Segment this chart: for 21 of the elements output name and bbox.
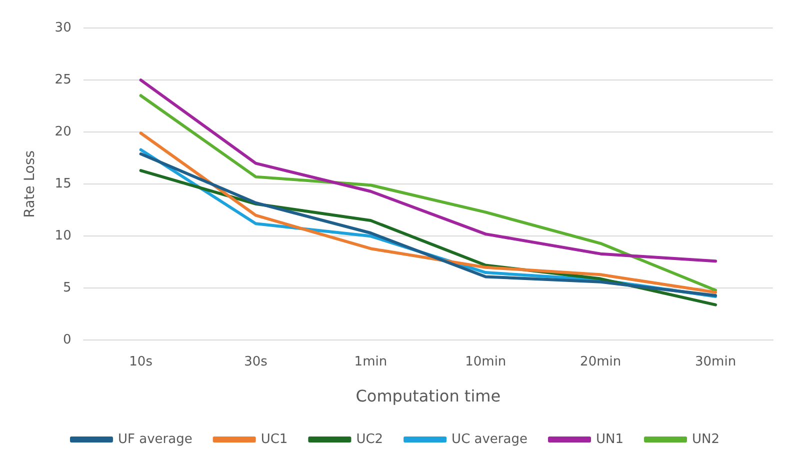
y-tick-label: 25 <box>54 72 72 88</box>
x-tick-label: 30s <box>244 354 268 370</box>
legend-label: UC1 <box>260 432 288 447</box>
y-tick-label: 5 <box>63 280 72 296</box>
y-tick-label: 0 <box>63 332 72 348</box>
legend-label: UN2 <box>692 432 720 447</box>
legend-label: UN1 <box>596 432 624 447</box>
y-axis-title: Rate Loss <box>22 150 38 218</box>
x-tick-label: 10s <box>129 354 153 370</box>
y-tick-label: 10 <box>54 228 72 244</box>
y-tick-label: 15 <box>54 176 72 192</box>
x-axis-title: Computation time <box>356 386 501 406</box>
x-tick-label: 30min <box>694 354 736 370</box>
legend-label: UC average <box>452 432 528 447</box>
legend-label: UF average <box>118 432 192 447</box>
y-tick-label: 30 <box>54 20 72 36</box>
x-tick-label: 20min <box>580 354 622 370</box>
y-tick-label: 20 <box>54 124 72 140</box>
x-tick-label: 10min <box>465 354 506 370</box>
legend-label: UC2 <box>356 432 384 447</box>
x-tick-label: 1min <box>354 354 388 370</box>
